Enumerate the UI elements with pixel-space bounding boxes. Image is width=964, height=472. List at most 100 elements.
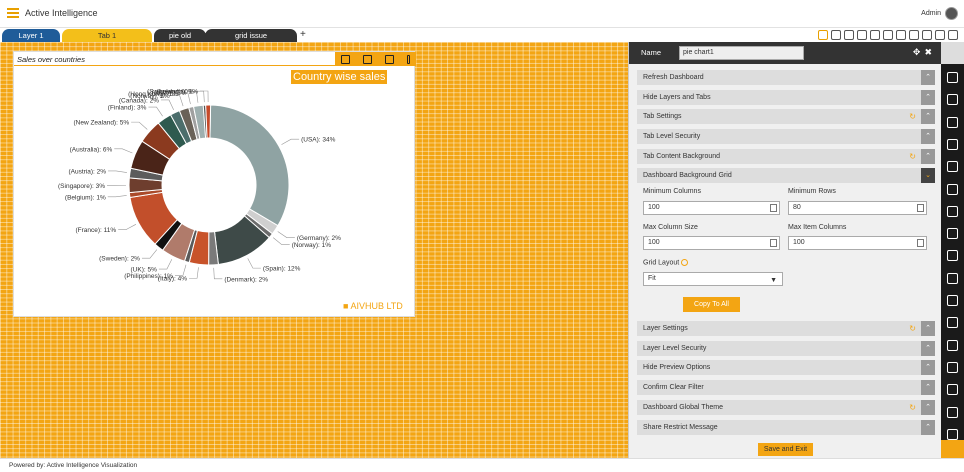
card-icon[interactable] <box>922 30 932 40</box>
pie-chart-widget[interactable]: Sales over countries Country wise sales … <box>13 51 416 317</box>
section-hide-preview-options[interactable]: Hide Preview Options ⌃ <box>637 360 935 376</box>
chevron-up-icon[interactable]: ⌃ <box>921 380 935 396</box>
name-input[interactable]: pie chart1 <box>679 46 804 60</box>
section-label: Hide Preview Options <box>643 364 711 372</box>
pin-icon[interactable] <box>941 42 964 64</box>
leader-line <box>277 231 295 238</box>
copy-to-all-button[interactable]: Copy To All <box>683 297 740 312</box>
slice-label: (Finland): 3% <box>108 105 147 112</box>
section-dashboard-background-grid[interactable]: Dashboard Background Grid ⌄ <box>637 168 935 183</box>
chevron-up-icon[interactable]: ⌃ <box>921 419 935 435</box>
line-chart-icon[interactable] <box>947 94 958 106</box>
section-label: Tab Content Background <box>643 152 721 160</box>
tab-tab-1[interactable]: Tab 1 <box>62 29 152 42</box>
chevron-up-icon[interactable]: ⌃ <box>921 89 935 105</box>
trend-icon[interactable] <box>947 250 958 262</box>
section-label: Confirm Clear Filter <box>643 384 704 392</box>
calendar-icon[interactable] <box>947 228 958 240</box>
collapse-icon[interactable] <box>941 440 964 458</box>
chevron-down-icon[interactable]: ⌄ <box>921 168 935 183</box>
tools-icon[interactable] <box>896 30 906 40</box>
section-dashboard-global-theme[interactable]: Dashboard Global Theme ↻ ⌃ <box>637 399 935 415</box>
cloud-icon[interactable] <box>947 428 958 440</box>
chevron-up-icon[interactable]: ⌃ <box>921 321 935 336</box>
rx-icon[interactable] <box>947 317 958 329</box>
brackets-icon[interactable] <box>947 183 958 195</box>
section-layer-level-security[interactable]: Layer Level Security ⌃ <box>637 340 935 356</box>
stepper-icon[interactable] <box>917 204 924 212</box>
min-rows-input[interactable]: 80 <box>788 201 927 215</box>
section-hide-layers-and-tabs[interactable]: Hide Layers and Tabs ⌃ <box>637 89 935 105</box>
chevron-up-icon[interactable]: ⌃ <box>921 70 935 85</box>
move-icon[interactable] <box>341 54 351 64</box>
tab-bar: Layer 1 Tab 1 pie old grid issue + <box>0 28 964 42</box>
pie-slice[interactable] <box>205 104 212 139</box>
user-name[interactable]: Admin <box>921 10 941 17</box>
refresh-icon[interactable]: ↻ <box>909 151 916 161</box>
pie-slice[interactable] <box>209 104 290 227</box>
document-icon[interactable] <box>947 161 958 173</box>
chevron-up-icon[interactable]: ⌃ <box>921 148 935 164</box>
move-icon[interactable]: ✥ <box>912 47 925 57</box>
avatar[interactable] <box>945 7 958 20</box>
refresh-icon[interactable]: ↻ <box>909 402 916 412</box>
table-icon[interactable] <box>909 30 919 40</box>
min-columns-input[interactable]: 100 <box>643 201 780 215</box>
layers-icon[interactable] <box>947 361 958 373</box>
chevron-down-icon: ▼ <box>770 277 777 284</box>
mail-icon[interactable] <box>831 30 841 40</box>
stepper-icon[interactable] <box>770 204 777 212</box>
refresh-icon[interactable]: ↻ <box>909 324 916 333</box>
image-icon[interactable] <box>947 138 958 150</box>
leader-line <box>189 267 199 279</box>
bar-chart-icon[interactable] <box>947 72 958 83</box>
add-widget-icon[interactable] <box>947 384 958 396</box>
leader-line <box>188 91 199 103</box>
stepper-icon[interactable] <box>917 239 924 247</box>
stepper-icon[interactable] <box>770 239 777 247</box>
save-and-exit-button[interactable]: Save and Exit <box>758 443 813 456</box>
refresh-icon[interactable]: ↻ <box>909 112 916 122</box>
grid-layout-select[interactable]: Fit ▼ <box>643 272 783 286</box>
max-item-columns-input[interactable]: 100 <box>788 236 927 250</box>
report-icon[interactable] <box>947 339 958 351</box>
expand-icon[interactable] <box>935 30 945 40</box>
photo-icon[interactable] <box>947 205 958 217</box>
list-icon[interactable] <box>857 30 867 40</box>
section-tab-level-security[interactable]: Tab Level Security ⌃ <box>637 129 935 145</box>
filter-icon[interactable] <box>870 30 880 40</box>
more-icon[interactable] <box>406 54 410 64</box>
chevron-up-icon[interactable]: ⌃ <box>921 360 935 376</box>
filter-clear-icon[interactable] <box>883 30 893 40</box>
chevron-up-icon[interactable]: ⌃ <box>921 340 935 356</box>
section-tab-content-background[interactable]: Tab Content Background ↻ ⌃ <box>637 148 935 164</box>
section-refresh-dashboard[interactable]: Refresh Dashboard ⌃ <box>637 70 935 85</box>
slice-label: (Sweden): 2% <box>99 256 140 263</box>
settings-icon[interactable] <box>384 54 394 64</box>
tab-pie-old[interactable]: pie old <box>154 29 206 42</box>
leader-line <box>118 224 137 230</box>
close-icon[interactable]: ✖ <box>924 47 936 57</box>
section-layer-settings[interactable]: Layer Settings ↻ ⌃ <box>637 321 935 336</box>
edit-icon[interactable] <box>363 54 373 64</box>
copy-icon[interactable] <box>947 272 958 284</box>
tab-grid-issue[interactable]: grid issue <box>205 29 297 42</box>
section-tab-settings[interactable]: Tab Settings ↻ ⌃ <box>637 109 935 125</box>
menu-icon[interactable] <box>7 8 19 18</box>
chevron-up-icon[interactable]: ⌃ <box>921 129 935 145</box>
section-confirm-clear-filter[interactable]: Confirm Clear Filter ⌃ <box>637 380 935 396</box>
section-share-restrict-message[interactable]: Share Restrict Message ⌃ <box>637 419 935 435</box>
info-icon[interactable] <box>681 259 689 266</box>
save-icon[interactable] <box>818 30 828 40</box>
group-icon[interactable] <box>947 295 958 306</box>
slice-label: (Switzerland): 1% <box>147 89 198 96</box>
camera-icon[interactable] <box>947 116 958 128</box>
comment-icon[interactable] <box>844 30 854 40</box>
play-icon[interactable] <box>948 30 958 40</box>
tab-layer-1[interactable]: Layer 1 <box>2 29 60 42</box>
chevron-up-icon[interactable]: ⌃ <box>921 109 935 125</box>
max-column-size-input[interactable]: 100 <box>643 236 780 250</box>
chevron-up-icon[interactable]: ⌃ <box>921 399 935 415</box>
bell-icon[interactable] <box>947 406 958 418</box>
add-tab-button[interactable]: + <box>300 29 306 40</box>
